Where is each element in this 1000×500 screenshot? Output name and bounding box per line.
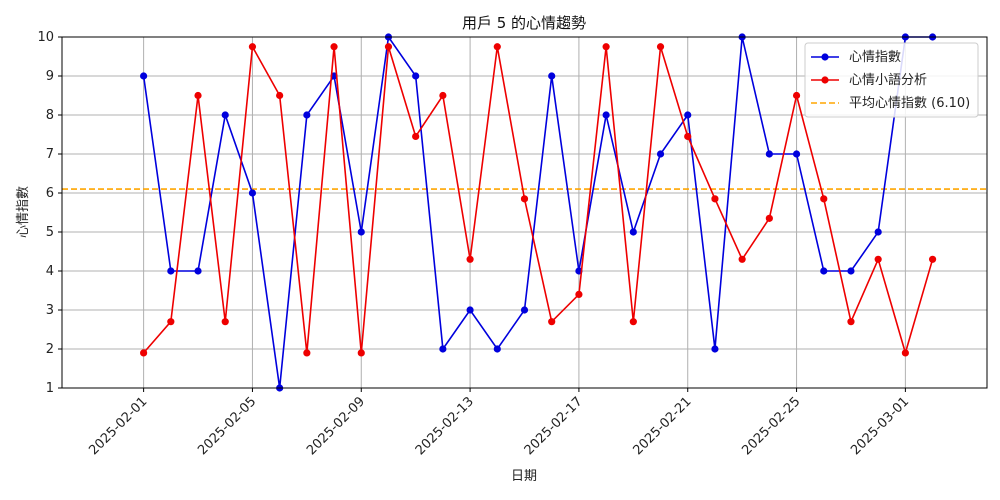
data-point — [548, 72, 556, 80]
data-point — [303, 111, 311, 119]
legend-box — [804, 42, 979, 118]
data-point — [684, 111, 692, 119]
y-tick-label: 3 — [46, 303, 54, 318]
x-tick-label: 2025-02-05 — [195, 394, 259, 458]
legend-label: 心情指數 — [849, 50, 901, 65]
data-point — [357, 349, 365, 357]
series-line — [142, 34, 933, 389]
data-point — [684, 132, 692, 141]
y-tick-label: 10 — [37, 30, 54, 45]
x-tick-label: 2025-02-25 — [739, 394, 803, 458]
y-tick-label: 7 — [46, 147, 54, 162]
data-point — [820, 267, 828, 275]
data-point — [711, 345, 719, 353]
x-axis-label: 日期 — [511, 469, 537, 484]
y-tick-label: 9 — [46, 69, 54, 84]
data-point — [357, 228, 365, 236]
plot-frame — [61, 36, 988, 389]
data-point — [765, 150, 773, 158]
legend-label: 平均心情指數 (6.10) — [849, 96, 970, 111]
data-point — [221, 318, 229, 326]
data-point — [792, 150, 801, 158]
data-point — [928, 255, 937, 263]
y-tick-label: 5 — [46, 225, 54, 240]
series-2 — [140, 43, 937, 357]
x-tick-label: 2025-02-17 — [522, 394, 586, 458]
x-tick-label: 2025-02-09 — [304, 394, 368, 458]
data-point — [602, 111, 610, 119]
data-point — [330, 43, 338, 51]
data-point — [167, 267, 175, 275]
grid — [62, 36, 987, 389]
y-tick-label: 1 — [46, 381, 54, 396]
x-tick-label: 2025-02-13 — [413, 394, 477, 458]
data-point — [520, 306, 529, 314]
data-point — [412, 72, 420, 80]
data-point — [194, 267, 202, 275]
x-tick-label: 2025-02-21 — [631, 394, 695, 458]
legend-swatch-marker — [821, 53, 829, 61]
data-point — [874, 228, 882, 236]
data-point — [439, 91, 447, 100]
data-point — [493, 43, 501, 51]
series-1 — [140, 33, 937, 392]
legend-label: 心情小語分析 — [849, 72, 927, 88]
y-tick-label: 6 — [46, 186, 54, 201]
data-point — [901, 349, 909, 357]
chart-title: 用戶 5 的心情趨勢 — [462, 14, 586, 32]
y-axis-label: 心情指數 — [16, 186, 31, 238]
data-point — [384, 43, 393, 51]
data-point — [140, 72, 148, 80]
data-point — [466, 306, 474, 314]
y-tick-label: 4 — [46, 264, 54, 279]
data-point — [493, 345, 501, 353]
x-tick-label: 2025-02-01 — [86, 394, 150, 458]
data-point — [548, 318, 556, 326]
y-tick-label: 8 — [46, 108, 54, 123]
data-point — [738, 255, 746, 263]
data-point — [629, 228, 637, 236]
data-point — [711, 195, 719, 203]
data-point — [412, 132, 420, 141]
x-tick-label: 2025-03-01 — [848, 394, 912, 458]
data-point — [847, 318, 855, 326]
data-point — [303, 349, 311, 357]
series-line — [143, 44, 934, 356]
data-point — [602, 43, 610, 51]
data-point — [520, 195, 529, 203]
data-point — [656, 43, 665, 51]
data-point — [439, 345, 447, 353]
data-point — [629, 318, 637, 326]
data-point — [466, 255, 474, 263]
data-point — [167, 318, 175, 326]
data-point — [194, 91, 202, 100]
data-point — [656, 150, 665, 158]
data-point — [248, 189, 257, 197]
y-tick-label: 2 — [46, 342, 54, 357]
data-point — [874, 255, 882, 263]
data-point — [765, 214, 773, 222]
data-point — [820, 195, 828, 203]
data-point — [792, 91, 801, 100]
legend-swatch-marker — [821, 76, 829, 84]
data-point — [221, 111, 229, 119]
series-group — [140, 33, 937, 392]
data-point — [248, 43, 257, 51]
data-point — [575, 290, 583, 298]
data-point — [847, 267, 855, 275]
data-point — [276, 91, 284, 100]
data-point — [140, 349, 148, 357]
